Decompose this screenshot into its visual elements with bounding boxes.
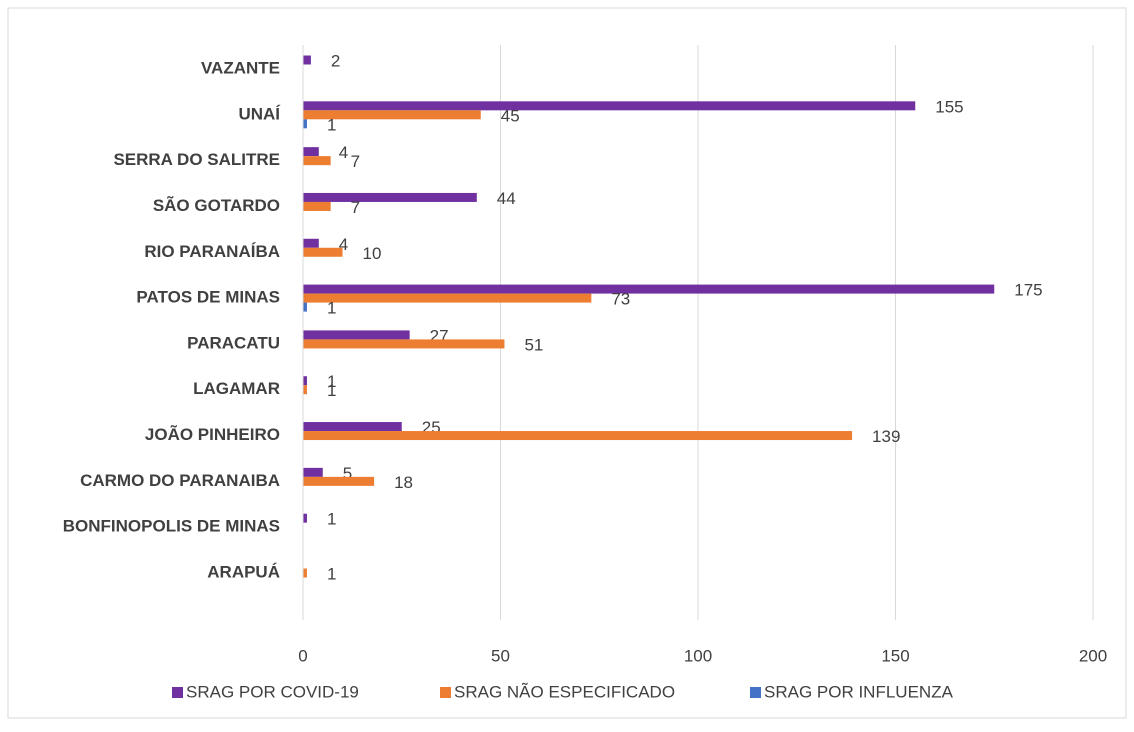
x-tick-label: 100 xyxy=(684,646,712,665)
bar xyxy=(303,101,916,111)
data-label: 10 xyxy=(363,244,382,263)
legend-swatch xyxy=(172,687,183,698)
x-tick-label: 200 xyxy=(1079,646,1107,665)
data-label: 1 xyxy=(327,510,336,529)
legend-swatch xyxy=(750,687,761,698)
data-label: 7 xyxy=(351,198,360,217)
category-label: RIO PARANAÍBA xyxy=(144,242,280,261)
chart-border xyxy=(7,7,1127,719)
data-label: 73 xyxy=(611,290,630,309)
bar xyxy=(303,201,331,211)
bar xyxy=(303,376,307,386)
data-label: 1 xyxy=(327,115,336,134)
bar xyxy=(303,422,402,432)
bar xyxy=(303,431,853,441)
data-label: 155 xyxy=(935,97,963,116)
data-label: 4 xyxy=(339,143,348,162)
data-label: 44 xyxy=(497,189,516,208)
bar xyxy=(303,192,477,202)
data-label: 51 xyxy=(524,335,543,354)
data-label: 1 xyxy=(327,564,336,583)
data-label: 5 xyxy=(343,464,352,483)
category-label: PARACATU xyxy=(187,333,280,352)
bar xyxy=(303,568,307,578)
category-label: PATOS DE MINAS xyxy=(136,288,280,307)
category-label: SÃO GOTARDO xyxy=(153,195,280,215)
category-label: UNAÍ xyxy=(238,104,281,123)
bar xyxy=(303,238,319,248)
x-tick-label: 0 xyxy=(298,646,307,665)
bar xyxy=(303,330,410,340)
data-label: 139 xyxy=(872,427,900,446)
data-label: 4 xyxy=(339,235,348,254)
category-label: BONFINOPOLIS DE MINAS xyxy=(63,517,280,536)
data-label: 175 xyxy=(1014,281,1042,300)
bar xyxy=(303,247,343,257)
category-label: JOÃO PINHEIRO xyxy=(145,424,280,444)
bar xyxy=(303,293,592,303)
legend-swatch xyxy=(440,687,451,698)
bar xyxy=(303,476,375,486)
category-label: CARMO DO PARANAIBA xyxy=(80,471,280,490)
category-label: VAZANTE xyxy=(201,58,280,77)
category-label: LAGAMAR xyxy=(193,379,280,398)
x-tick-label: 50 xyxy=(491,646,510,665)
bar xyxy=(303,385,307,395)
data-label: 45 xyxy=(501,106,520,125)
bar xyxy=(303,119,307,129)
bar xyxy=(303,147,319,157)
bar xyxy=(303,339,505,349)
data-label: 2 xyxy=(331,51,340,70)
data-label: 1 xyxy=(327,381,336,400)
category-label: SERRA DO SALITRE xyxy=(113,150,280,169)
category-label: ARAPUÁ xyxy=(207,562,280,581)
bar xyxy=(303,55,311,65)
legend-label: SRAG POR INFLUENZA xyxy=(764,682,954,701)
bar xyxy=(303,110,481,120)
data-label: 18 xyxy=(394,473,413,492)
bar xyxy=(303,302,307,312)
bar xyxy=(303,156,331,166)
legend-label: SRAG NÃO ESPECIFICADO xyxy=(454,682,675,701)
legend-label: SRAG POR COVID-19 xyxy=(186,682,359,701)
data-label: 7 xyxy=(351,152,360,171)
data-label: 1 xyxy=(327,372,336,391)
data-label: 1 xyxy=(327,299,336,318)
bar xyxy=(303,467,323,477)
bar xyxy=(303,284,995,294)
bar xyxy=(303,513,307,523)
x-tick-label: 150 xyxy=(881,646,909,665)
